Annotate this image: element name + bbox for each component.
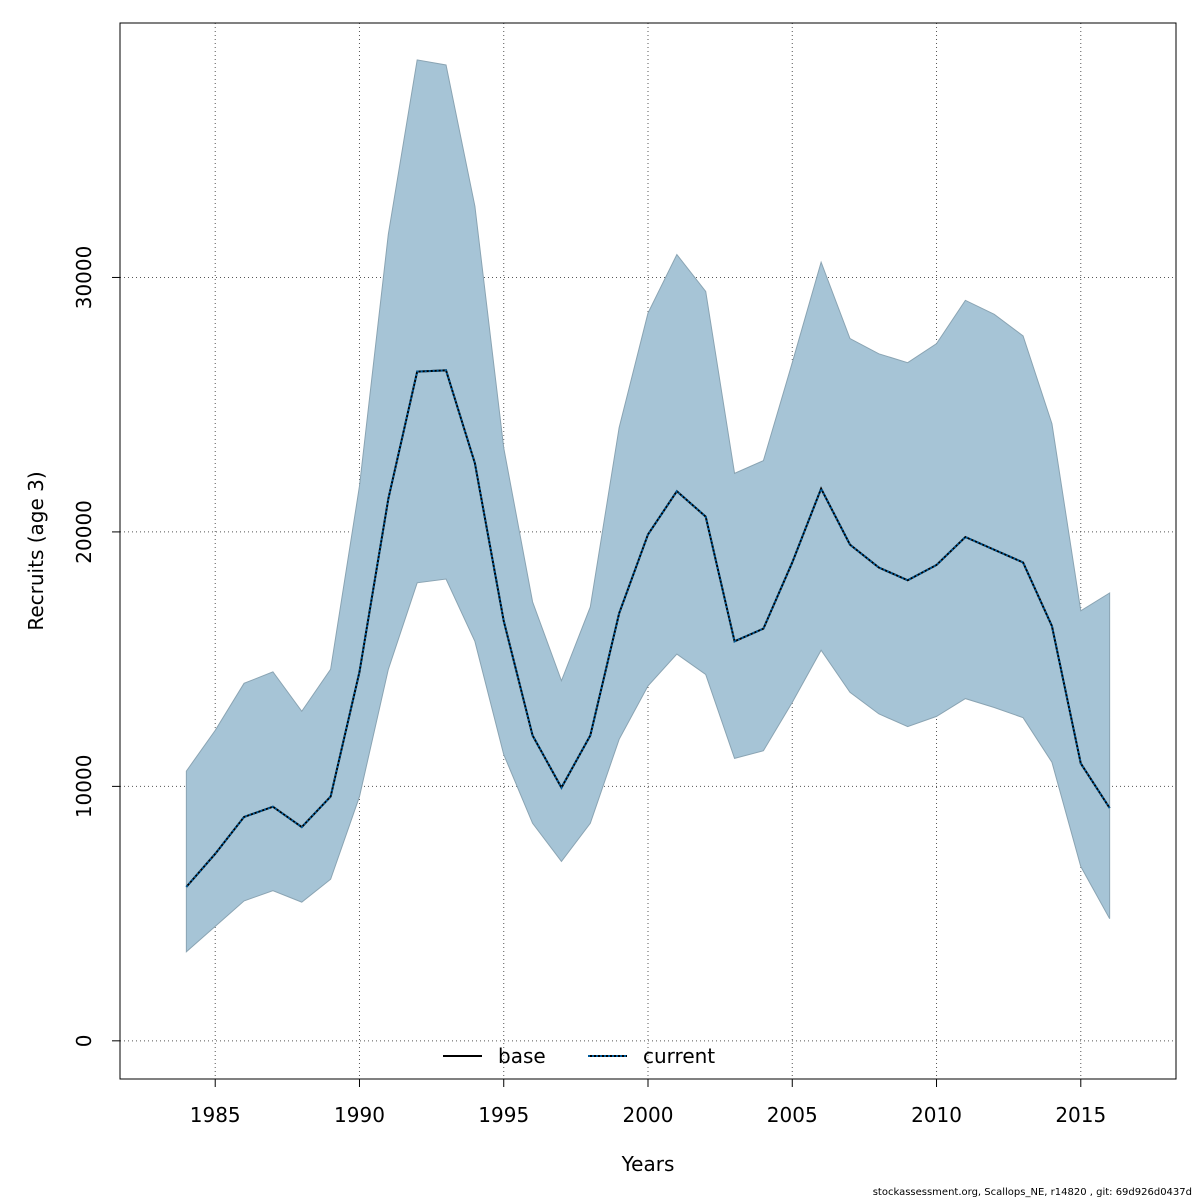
x-axis-label: Years (621, 1152, 675, 1176)
y-axis-label: Recruits (age 3) (24, 471, 48, 630)
x-tick-label: 2005 (767, 1103, 818, 1127)
x-tick-label: 1985 (190, 1103, 241, 1127)
legend-label-current: current (643, 1044, 715, 1068)
x-tick-label: 1995 (478, 1103, 529, 1127)
confidence-band (185, 59, 1111, 953)
footer-credit: stockassessment.org, Scallops_NE, r14820… (872, 1187, 1192, 1198)
y-tick-label: 0 (72, 1034, 96, 1047)
x-tick-label: 2010 (911, 1103, 962, 1127)
series-line-current (185, 369, 1111, 888)
x-tick-label: 1990 (334, 1103, 385, 1127)
legend: base current (443, 1044, 715, 1068)
y-axis: 0 10000 20000 30000 (72, 246, 120, 1047)
x-tick-label: 2000 (623, 1103, 674, 1127)
band-area (185, 59, 1111, 953)
x-axis: 1985 1990 1995 2000 2005 2010 2015 (190, 1079, 1106, 1127)
y-tick-label: 30000 (72, 246, 96, 310)
y-tick-label: 10000 (72, 755, 96, 819)
legend-label-base: base (498, 1044, 546, 1068)
series-lines (185, 369, 1111, 888)
x-tick-label: 2015 (1055, 1103, 1106, 1127)
y-tick-label: 20000 (72, 500, 96, 564)
